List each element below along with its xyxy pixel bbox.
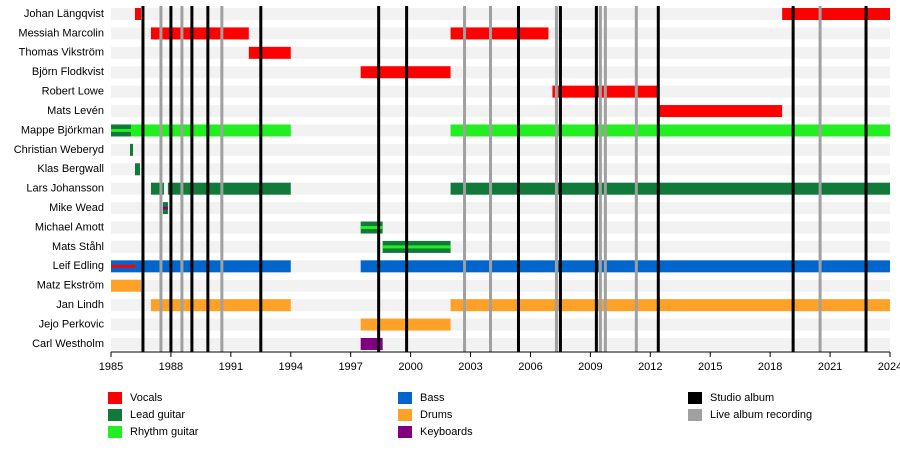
member-label: Matz Ekström [37,280,104,292]
member-label: Klas Bergwall [37,163,104,175]
member-label: Lars Johansson [26,183,104,195]
x-tick-label: 1985 [99,361,123,373]
x-tick-label: 2021 [818,361,842,373]
legend-label: Lead guitar [130,409,185,421]
legend-label: Studio album [710,392,774,404]
row-band [111,8,890,20]
row-band [111,66,890,79]
member-bar-stripe [162,206,168,210]
member-label: Mats Levén [47,105,104,117]
member-bar [135,260,291,273]
member-bar [658,105,783,118]
member-label: Johan Längqvist [24,8,104,20]
x-tick-label: 1988 [159,361,183,373]
row-band [111,202,890,215]
member-bar [111,279,141,292]
row-band [111,46,890,59]
legend-swatch [108,409,122,421]
x-tick-label: 2009 [578,361,602,373]
member-label: Messiah Marcolin [18,27,104,39]
x-tick-label: 2006 [518,361,542,373]
member-label: Mike Wead [49,202,104,214]
member-bar-stripe [111,264,136,268]
member-label: Leif Edling [53,260,104,272]
member-bar [450,182,890,195]
member-bar [134,163,140,176]
member-label: Mats Ståhl [52,241,104,253]
member-label: Björn Flodkvist [32,66,104,78]
member-label: Jejo Perkovic [39,318,105,330]
row-band [111,279,890,292]
x-tick-label: 2003 [458,361,482,373]
member-bar [134,8,141,20]
x-tick-label: 1997 [338,361,362,373]
member-bar-stripe [382,245,451,249]
member-bar [450,299,890,312]
x-tick-label: 1991 [219,361,243,373]
legend-label: Live album recording [710,409,812,421]
legend-label: Vocals [130,392,163,404]
member-bar [782,8,890,20]
legend-swatch [398,426,412,438]
member-label: Carl Westholm [32,338,104,350]
member-bar-stripe [360,226,383,230]
legend-label: Rhythm guitar [130,426,199,438]
member-bar [450,124,890,137]
member-bar [130,124,291,137]
member-label: Jan Lindh [56,299,104,311]
legend-label: Bass [420,392,445,404]
member-bar [360,260,891,273]
member-label: Christian Weberyd [14,144,104,156]
row-band [111,221,890,234]
x-tick-label: 2015 [698,361,722,373]
x-tick-label: 2012 [638,361,662,373]
x-tick-label: 1994 [279,361,303,373]
row-band [111,240,890,253]
x-tick-label: 2000 [398,361,422,373]
member-label: Robert Lowe [42,86,104,98]
legend-swatch [108,392,122,404]
member-label: Mappe Björkman [21,124,104,136]
legend-label: Drums [420,409,453,421]
legend-swatch [108,426,122,438]
member-bar [248,46,291,59]
row-band [111,143,890,156]
legend-swatch [398,392,412,404]
member-bar [450,27,549,40]
legend-swatch [688,409,702,421]
row-band [111,318,890,331]
row-band [111,85,890,98]
row-band [111,163,890,176]
legend-swatch [688,392,702,404]
member-label: Michael Amott [35,221,104,233]
member-bar [150,27,249,40]
row-band [111,337,890,350]
x-tick-label: 2018 [758,361,782,373]
member-bar-stripe [111,128,131,132]
legend-swatch [398,409,412,421]
member-label: Thomas Vikström [19,47,104,59]
member-bar [129,143,133,156]
member-bar [167,182,291,195]
x-tick-label: 2024 [878,361,900,373]
legend-label: Keyboards [420,426,473,438]
